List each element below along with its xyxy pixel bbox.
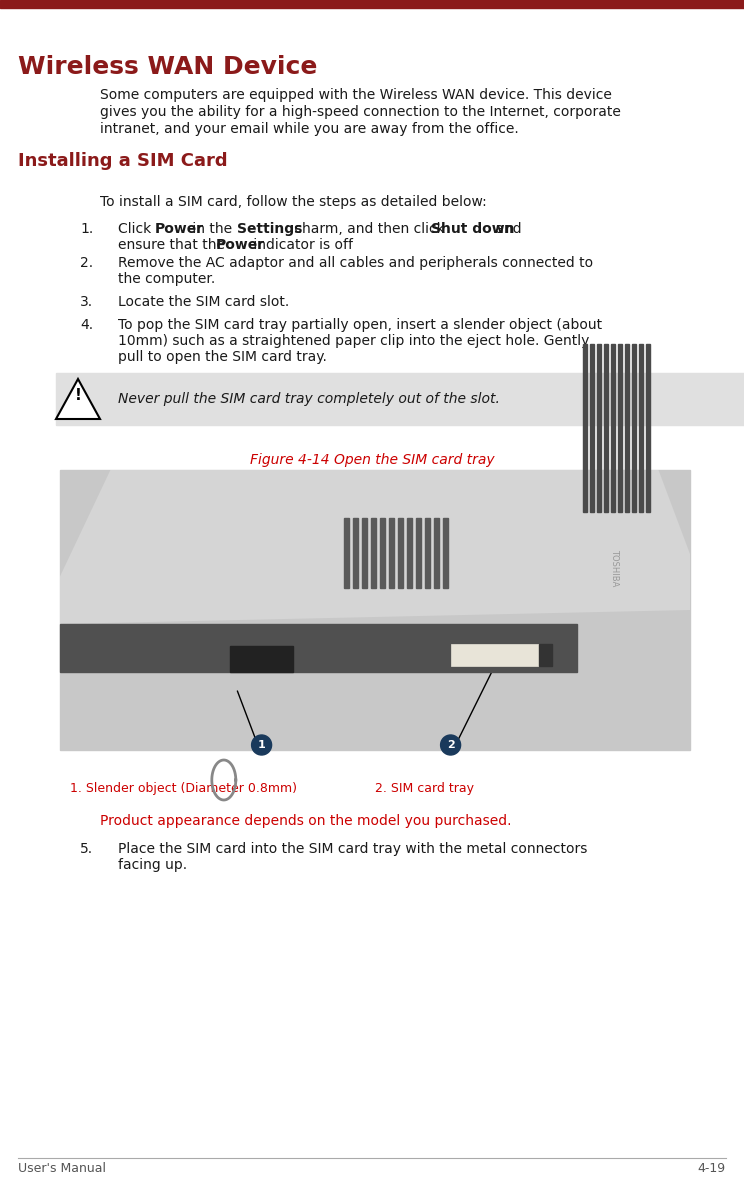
Bar [639,344,643,512]
Text: Product appearance depends on the model you purchased.: Product appearance depends on the model … [100,814,512,828]
Bar [646,344,650,512]
Bar [60,624,577,672]
Polygon shape [60,470,690,624]
Text: 1: 1 [257,740,266,750]
Text: Place the SIM card into the SIM card tray with the metal connectors: Place the SIM card into the SIM card tra… [118,842,587,856]
Text: Wireless WAN Device: Wireless WAN Device [18,55,318,79]
Bar [406,518,411,587]
Text: indicator is off: indicator is off [249,238,353,252]
Bar [604,344,608,512]
Text: 5.: 5. [80,842,93,856]
Text: To pop the SIM card tray partially open, insert a slender object (about: To pop the SIM card tray partially open,… [118,318,602,332]
Text: Power: Power [216,238,265,252]
Bar [344,518,348,587]
Text: ensure that the: ensure that the [118,238,229,252]
Bar [379,518,385,587]
Text: the computer.: the computer. [118,272,215,286]
Circle shape [251,735,272,755]
Text: Remove the AC adaptor and all cables and peripherals connected to: Remove the AC adaptor and all cables and… [118,256,593,270]
Text: Click: Click [118,222,155,236]
Bar [618,344,622,512]
Text: 3.: 3. [80,295,93,309]
Text: 4.: 4. [80,318,93,332]
Text: Some computers are equipped with the Wireless WAN device. This device: Some computers are equipped with the Wir… [100,88,612,103]
Text: and: and [491,222,522,236]
Text: Never pull the SIM card tray completely out of the slot.: Never pull the SIM card tray completely … [118,391,500,406]
Bar [56,373,744,424]
Bar [451,644,539,666]
Text: Power: Power [155,222,204,236]
Bar [0,0,744,8]
Bar [590,344,594,512]
Text: 10mm) such as a straightened paper clip into the eject hole. Gently: 10mm) such as a straightened paper clip … [118,334,589,348]
Bar [611,344,615,512]
Text: Settings: Settings [237,222,302,236]
Bar [388,518,394,587]
Text: To install a SIM card, follow the steps as detailed below:: To install a SIM card, follow the steps … [100,195,487,209]
Text: Shut down: Shut down [431,222,514,236]
Text: gives you the ability for a high-speed connection to the Internet, corporate: gives you the ability for a high-speed c… [100,105,621,119]
Bar [625,344,629,512]
Text: facing up.: facing up. [118,858,187,872]
Bar [539,644,552,666]
Bar [353,518,358,587]
Bar [632,344,636,512]
Text: 4-19: 4-19 [698,1162,726,1175]
Bar [362,518,367,587]
Bar [434,518,438,587]
Text: 1.: 1. [80,222,93,236]
Circle shape [440,735,461,755]
Text: Figure 4-14 Open the SIM card tray: Figure 4-14 Open the SIM card tray [250,453,494,467]
Text: !: ! [74,389,81,403]
Polygon shape [56,378,100,419]
Text: 2: 2 [446,740,455,750]
Bar [597,344,601,512]
Text: User's Manual: User's Manual [18,1162,106,1175]
Bar [60,470,690,750]
Bar [583,344,587,512]
Bar [425,518,429,587]
Bar [230,646,293,672]
Bar [371,518,376,587]
Text: 2.: 2. [80,256,93,270]
Text: 1. Slender object (Diameter 0.8mm): 1. Slender object (Diameter 0.8mm) [70,782,297,795]
Text: Installing a SIM Card: Installing a SIM Card [18,152,228,170]
Bar [397,518,403,587]
Text: Locate the SIM card slot.: Locate the SIM card slot. [118,295,289,309]
Text: TOSHIBA: TOSHIBA [610,549,619,587]
Bar [443,518,447,587]
Text: 2. SIM card tray: 2. SIM card tray [375,782,474,795]
Bar [415,518,420,587]
Text: pull to open the SIM card tray.: pull to open the SIM card tray. [118,350,327,364]
Text: charm, and then click: charm, and then click [290,222,449,236]
Text: intranet, and your email while you are away from the office.: intranet, and your email while you are a… [100,121,519,136]
Text: in the: in the [188,222,237,236]
